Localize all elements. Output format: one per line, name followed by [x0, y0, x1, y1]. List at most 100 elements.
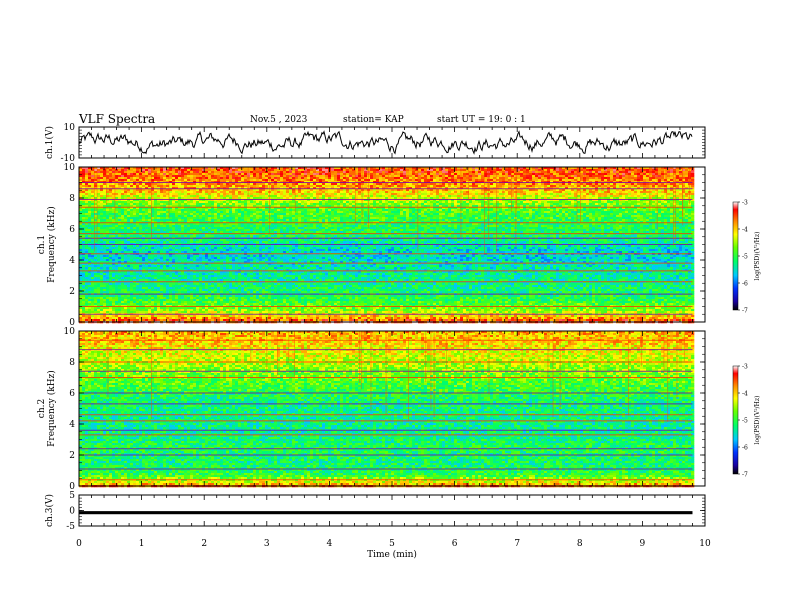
spectrogram-cell [172, 171, 175, 173]
spectrogram-cell [445, 169, 448, 171]
spectrogram-cell [139, 175, 142, 177]
spectrogram-cell [160, 175, 163, 177]
spectrogram-cell [220, 175, 223, 177]
spectrogram-cell [529, 171, 532, 173]
spectrogram-cell [472, 173, 475, 175]
spectrogram-cell [550, 173, 553, 175]
spectrogram-cell [250, 177, 253, 179]
spectrogram-cell [82, 175, 85, 177]
spectrogram-cell [547, 171, 550, 173]
spectrogram-cell [289, 175, 292, 177]
spectrogram-cell [379, 175, 382, 177]
spectrogram-cell [658, 173, 661, 175]
spectrogram-cell [274, 169, 277, 171]
spectrogram-cell [658, 171, 661, 173]
spectrogram-cell [316, 173, 319, 175]
spectrogram-cell [118, 175, 121, 177]
spectrogram-cell [154, 177, 157, 179]
spectrogram-cell [286, 173, 289, 175]
spectrogram-cell [292, 171, 295, 173]
spectrogram-cell [301, 173, 304, 175]
spectrogram-cell [148, 175, 151, 177]
spectrogram-cell [127, 175, 130, 177]
spectrogram-cell [244, 173, 247, 175]
spectrogram-cell [481, 169, 484, 171]
spectrogram-cell [430, 171, 433, 173]
spectrogram-cell [622, 171, 625, 173]
spectrogram-cell [457, 171, 460, 173]
spectrogram-cell [436, 173, 439, 175]
spectrogram-cell [547, 169, 550, 171]
spectrogram-cell [637, 171, 640, 173]
spectrogram-cell [157, 177, 160, 179]
spectrogram-cell [310, 175, 313, 177]
spectrogram-cell [145, 175, 148, 177]
spectrogram-cell [385, 175, 388, 177]
spectrogram-cell [235, 171, 238, 173]
spectrogram-cell [223, 175, 226, 177]
spectrogram-cell [463, 173, 466, 175]
spectrogram-cell [313, 175, 316, 177]
spectrogram-cell [448, 171, 451, 173]
spectrogram-cell [319, 169, 322, 171]
spectrogram-cell [340, 171, 343, 173]
spectrogram-cell [493, 175, 496, 177]
spectrogram-cell [661, 173, 664, 175]
spectrogram-cell [541, 171, 544, 173]
spectrogram-cell [604, 175, 607, 177]
spectrogram-cell [556, 169, 559, 171]
spectrogram-cell [184, 177, 187, 179]
spectrogram-cell [643, 169, 646, 171]
spectrogram-cell [85, 177, 88, 179]
spectrogram-cell [379, 177, 382, 179]
spectrogram-cell [613, 173, 616, 175]
spectrogram-cell [88, 177, 91, 179]
spectrogram-cell [505, 175, 508, 177]
spectrogram-cell [127, 173, 130, 175]
spectrogram-cell [391, 175, 394, 177]
spectrogram-cell [97, 175, 100, 177]
spectrogram-cell [283, 171, 286, 173]
spectrogram-cell [223, 173, 226, 175]
spectrogram-cell [646, 171, 649, 173]
vlf-figure: 10-10ch.1(V)-3-4-5-6-7log(PSD)(V²/Hz)024… [0, 0, 792, 612]
spectrogram-cell [508, 173, 511, 175]
spectrogram-cell [265, 177, 268, 179]
spectrogram-cell [625, 173, 628, 175]
spectrogram-cell [121, 171, 124, 173]
spectrogram-cell [667, 173, 670, 175]
spectrogram-cell [457, 175, 460, 177]
spectrogram-cell [637, 175, 640, 177]
spectrogram-cell [280, 175, 283, 177]
spectrogram-cell [232, 169, 235, 171]
spectrogram-cell [280, 169, 283, 171]
spectrogram-cell [439, 175, 442, 177]
spectrogram-cell [631, 175, 634, 177]
spectrogram-cell [313, 173, 316, 175]
spectrogram-cell [199, 177, 202, 179]
spectrogram-cell [298, 173, 301, 175]
spectrogram-cell [475, 173, 478, 175]
spectrogram-cell [634, 173, 637, 175]
spectrogram-cell [505, 177, 508, 179]
spectrogram-cell [460, 177, 463, 179]
spectrogram-cell [253, 175, 256, 177]
spectrogram-cell [235, 173, 238, 175]
spectrogram-cell [139, 173, 142, 175]
spectrogram-cell [691, 173, 694, 175]
spectrogram-cell [505, 169, 508, 171]
spectrogram-cell [97, 173, 100, 175]
spectrogram-cell [136, 177, 139, 179]
spectrogram-cell [463, 169, 466, 171]
spectrogram-cell [253, 173, 256, 175]
spectrogram-cell [307, 175, 310, 177]
spectrogram-cell [400, 169, 403, 171]
spectrogram-cell [226, 173, 229, 175]
spectrogram-cell [211, 173, 214, 175]
spectrogram-cell [100, 171, 103, 173]
spectrogram-cell [385, 173, 388, 175]
spectrogram-cell [328, 177, 331, 179]
spectrogram-cell [103, 177, 106, 179]
spectrogram-cell [553, 175, 556, 177]
spectrogram-cell [328, 173, 331, 175]
